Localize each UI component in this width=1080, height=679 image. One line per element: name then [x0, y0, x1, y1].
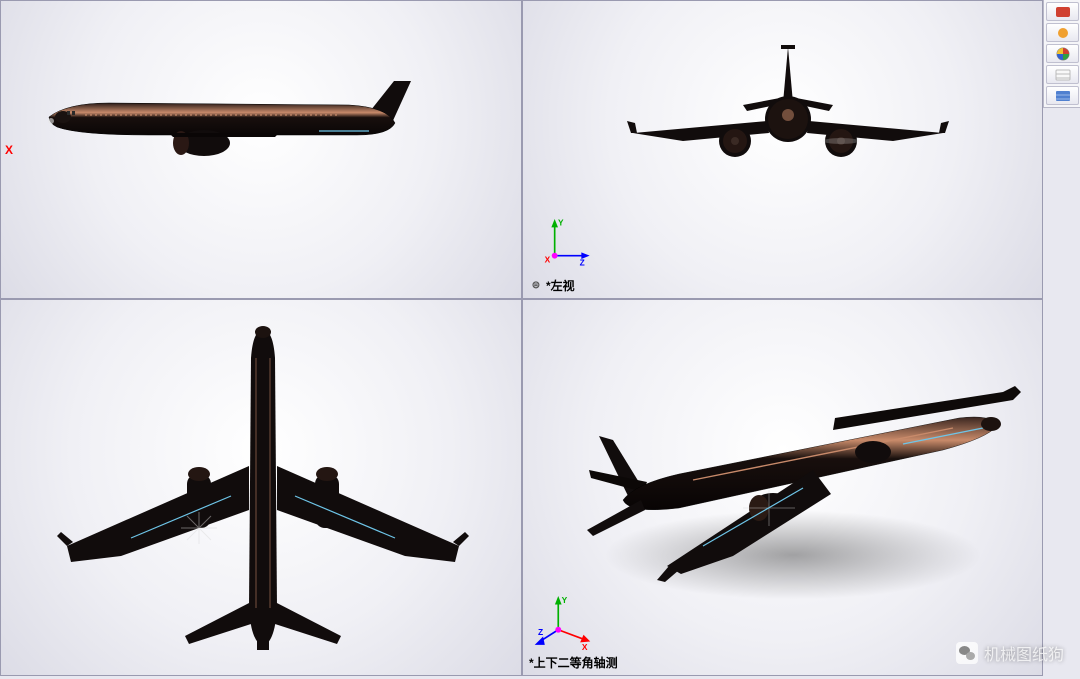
tool-multicolor[interactable] — [1046, 44, 1079, 63]
view-state-icon: ⊜ — [529, 281, 543, 291]
aircraft-front-view — [623, 41, 953, 181]
tool-red[interactable] — [1046, 2, 1079, 21]
svg-text:X: X — [582, 642, 588, 652]
viewport-label-iso: *上下二等角轴测 — [529, 654, 618, 671]
orientation-triad: Y Z X — [533, 214, 593, 274]
svg-text:Y: Y — [558, 218, 564, 228]
wechat-icon — [956, 642, 978, 664]
svg-text:Y: Y — [562, 595, 568, 605]
svg-text:Z: Z — [538, 627, 543, 637]
view-label-text: *上下二等角轴测 — [529, 654, 618, 671]
view-label-text: *左视 — [546, 277, 575, 294]
viewport-isometric[interactable]: Y X Z *上下二等角轴测 — [522, 299, 1043, 676]
svg-text:X: X — [545, 254, 551, 264]
aircraft-side-view — [39, 73, 419, 183]
watermark: 机械图纸狗 — [956, 641, 1064, 665]
cad-four-view-canvas: X — [0, 0, 1080, 679]
watermark-text: 机械图纸狗 — [984, 641, 1064, 665]
viewport-side[interactable]: X — [0, 0, 522, 299]
viewport-top[interactable] — [0, 299, 522, 676]
tool-blue[interactable] — [1046, 86, 1079, 105]
orientation-triad: Y X Z — [533, 591, 593, 651]
axis-indicator-x: X — [5, 143, 13, 157]
aircraft-top-view — [31, 318, 501, 658]
aircraft-iso-view — [583, 370, 1033, 600]
viewport-left[interactable]: Y Z X ⊜ *左视 — [522, 0, 1043, 299]
tool-white[interactable] — [1046, 65, 1079, 84]
heads-up-toolbar — [1043, 0, 1080, 108]
svg-text:Z: Z — [580, 258, 585, 268]
tool-orange[interactable] — [1046, 23, 1079, 42]
viewport-label-left: ⊜ *左视 — [529, 277, 575, 294]
